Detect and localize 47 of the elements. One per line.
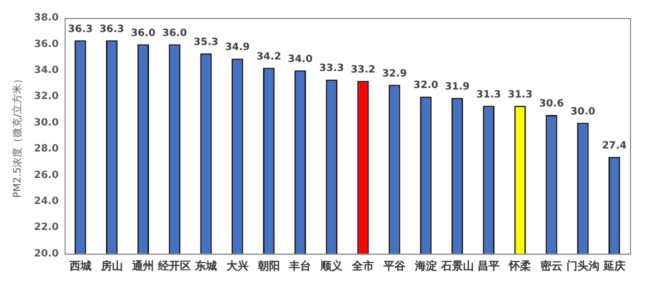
x-tick-label: 东城 — [194, 259, 218, 272]
x-tick-label: 平谷 — [382, 259, 406, 272]
data-label: 34.9 — [225, 42, 250, 54]
data-label: 30.0 — [570, 106, 596, 118]
x-tick-label: 海淀 — [414, 259, 437, 272]
data-label: 27.4 — [602, 140, 627, 152]
data-label: 31.3 — [508, 89, 532, 100]
y-axis-title: PM2.5浓度（微克/立方米） — [12, 74, 24, 198]
x-tick-label: 密云 — [540, 259, 562, 272]
x-tick-label: 丰台 — [288, 259, 312, 272]
y-tick-label: 26.0 — [34, 170, 59, 181]
y-tick-label: 30.0 — [34, 117, 59, 128]
data-label: 32.0 — [414, 80, 438, 92]
y-tick-label: 20.0 — [34, 248, 59, 260]
data-label: 36.3 — [99, 24, 124, 35]
x-tick-label: 延庆 — [602, 259, 626, 272]
data-label: 33.2 — [350, 64, 376, 76]
x-tick-label: 门头沟 — [566, 259, 600, 272]
data-label: 31.3 — [476, 89, 502, 100]
data-label: 32.9 — [382, 68, 407, 80]
data-label: 35.3 — [194, 36, 218, 48]
x-tick-label: 朝阳 — [256, 259, 280, 272]
data-label: 36.3 — [68, 24, 93, 35]
x-tick-label: 西城 — [68, 259, 92, 272]
data-label: 34.2 — [256, 51, 282, 62]
data-label: 36.0 — [162, 28, 187, 39]
x-tick-label: 全市 — [351, 259, 374, 272]
y-tick-label: 34.0 — [34, 64, 59, 76]
y-tick-label: 32.0 — [34, 91, 59, 102]
y-tick-label: 28.0 — [34, 144, 59, 155]
x-tick-label: 怀柔 — [508, 259, 532, 272]
x-tick-label: 经开区 — [157, 259, 192, 272]
y-tick-label: 24.0 — [34, 196, 59, 207]
y-tick-label: 22.0 — [34, 222, 59, 234]
data-label: 36.0 — [130, 28, 156, 39]
y-tick-label: 36.0 — [34, 38, 59, 50]
data-label: 33.3 — [319, 63, 344, 74]
x-tick-label: 房山 — [100, 259, 123, 272]
data-label: 31.9 — [444, 82, 470, 93]
data-label: 34.0 — [288, 54, 313, 65]
x-tick-label: 石景山 — [440, 259, 474, 272]
x-tick-label: 大兴 — [226, 259, 248, 272]
x-tick-label: 顺义 — [320, 259, 344, 272]
y-tick-label: 38.0 — [34, 12, 59, 24]
x-tick-label: 通州 — [131, 259, 154, 272]
data-label: 30.6 — [539, 98, 564, 110]
x-tick-label: 昌平 — [478, 259, 500, 272]
